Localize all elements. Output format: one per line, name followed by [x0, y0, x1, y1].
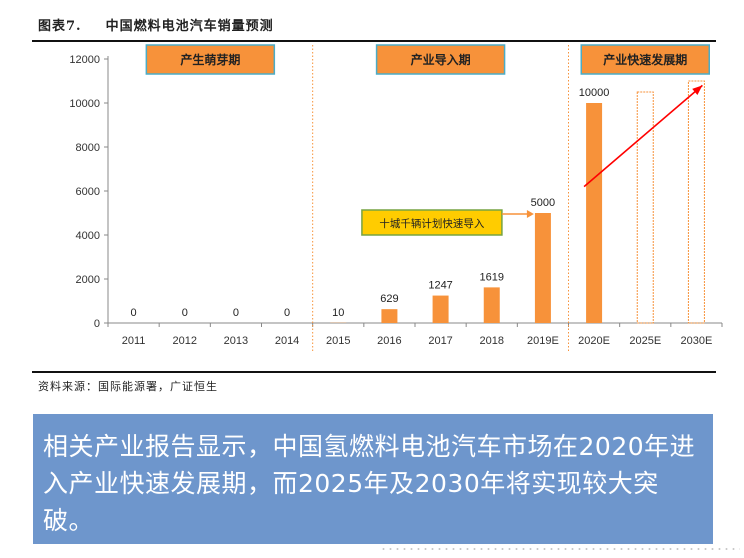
phase-box [580, 44, 710, 75]
data-label: 1619 [480, 271, 504, 283]
source-note: 资料来源：国际能源署，广证恒生 [38, 380, 218, 393]
bar-2020E [586, 103, 603, 323]
data-label: 0 [233, 307, 239, 319]
annotation-box [361, 209, 503, 236]
annotation-label: 十城千辆计划快速导入 [379, 217, 484, 230]
y-tick-label: 6000 [76, 186, 100, 198]
annotation-arrowhead [526, 210, 534, 218]
y-tick-label: 4000 [76, 230, 100, 242]
x-tick-label: 2014 [275, 335, 299, 347]
x-tick-label: 2012 [173, 335, 197, 347]
y-tick-label: 8000 [76, 142, 100, 154]
phase-label: 产生萌芽期 [180, 52, 240, 67]
data-label: 629 [380, 293, 398, 305]
x-tick-label: 2020E [578, 335, 610, 347]
figure-title: 图表7. 中国燃料电池汽车销量预测 [38, 15, 274, 34]
phase-label: 产业快速发展期 [603, 52, 687, 67]
summary-box: 相关产业报告显示，中国氢燃料电池汽车市场在2020年进入产业快速发展期，而202… [33, 414, 713, 544]
y-tick-label: 12000 [69, 54, 100, 66]
trend-arrow-line [583, 84, 703, 188]
data-label: 0 [182, 307, 188, 319]
trend-arrowhead [692, 85, 703, 95]
bottom-rule [32, 371, 716, 373]
x-tick-label: 2015 [326, 335, 350, 347]
summary-text: 相关产业报告显示，中国氢燃料电池汽车市场在2020年进入产业快速发展期，而202… [43, 432, 696, 535]
phase-box [145, 44, 276, 75]
bar-2030E [687, 80, 705, 324]
x-tick-label: 2017 [428, 335, 452, 347]
x-tick-label: 2025E [629, 335, 661, 347]
x-tick-label: 2030E [681, 335, 713, 347]
data-label: 10 [332, 307, 344, 319]
top-rule [32, 40, 716, 42]
data-label: 1247 [428, 280, 452, 292]
x-tick-label: 2018 [480, 335, 504, 347]
data-label: 0 [131, 307, 137, 319]
y-tick-label: 10000 [69, 98, 100, 110]
bar-2016 [381, 309, 398, 323]
data-label: 5000 [531, 197, 555, 209]
x-tick-label: 2016 [377, 335, 401, 347]
phase-box [375, 44, 506, 75]
figure-title-text: 中国燃料电池汽车销量预测 [105, 19, 274, 34]
x-tick-label: 2019E [527, 335, 559, 347]
bar-2019E [534, 213, 551, 323]
y-tick-label: 0 [94, 318, 100, 330]
decorative-dots [380, 546, 740, 552]
x-tick-label: 2011 [122, 335, 146, 347]
x-tick-label: 2013 [224, 335, 248, 347]
data-label: 10000 [579, 87, 610, 99]
data-label: 0 [284, 307, 290, 319]
bar-2018 [483, 287, 500, 323]
phase-label: 产业导入期 [411, 52, 471, 67]
bar-2017 [432, 295, 449, 323]
figure-label: 图表7. [38, 19, 82, 34]
bar-2025E [636, 91, 654, 324]
y-tick-label: 2000 [76, 274, 100, 286]
